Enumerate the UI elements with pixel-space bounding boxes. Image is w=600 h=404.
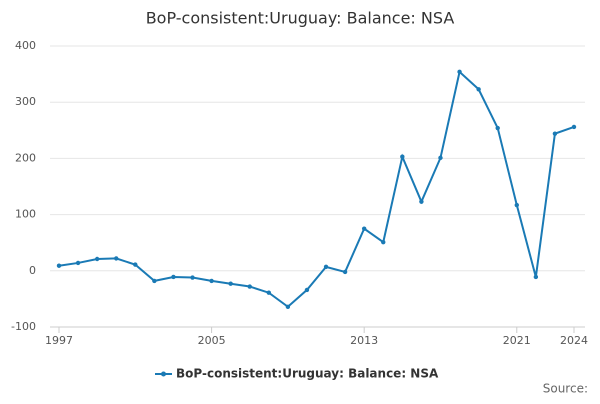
point — [571, 124, 577, 130]
point — [133, 262, 138, 267]
x-tick-label: 1997 — [45, 334, 73, 347]
point — [342, 269, 348, 275]
point — [438, 155, 443, 161]
point — [75, 260, 81, 266]
point — [190, 275, 195, 280]
point — [152, 278, 157, 284]
point — [94, 256, 100, 262]
chart-title: BoP-consistent:Uruguay: Balance: NSA — [146, 9, 455, 28]
point — [285, 304, 291, 309]
point — [400, 154, 405, 159]
x-tick-label: 2021 — [503, 334, 531, 347]
line — [58, 69, 575, 309]
y-tick-label: 100 — [15, 208, 36, 221]
y-tick-label: -100 — [11, 320, 36, 333]
y-tick-label: 0 — [29, 264, 36, 277]
legend-swatch-dot — [161, 371, 166, 377]
x-tick-label: 2024 — [560, 334, 588, 347]
point — [114, 256, 119, 261]
y-tick-label: 400 — [15, 39, 36, 52]
point — [228, 281, 233, 286]
point — [533, 274, 539, 280]
legend-label: BoP-consistent:Uruguay: Balance: NSA — [176, 367, 439, 381]
x-tick-label: 2005 — [198, 334, 226, 347]
point — [457, 69, 462, 75]
point — [552, 131, 558, 136]
point — [247, 284, 252, 289]
point — [514, 202, 519, 208]
point — [209, 278, 214, 284]
point — [323, 264, 329, 270]
point — [171, 274, 176, 280]
point — [419, 199, 424, 204]
point — [381, 239, 386, 245]
x-tick-label: 2013 — [350, 334, 378, 347]
point — [476, 87, 481, 92]
point — [266, 290, 272, 295]
point — [495, 125, 500, 131]
y-tick-label: 200 — [15, 151, 36, 164]
source: Source: — [543, 382, 588, 396]
point — [361, 226, 367, 231]
point — [56, 263, 62, 268]
y-tick-label: 300 — [15, 95, 36, 108]
point — [304, 287, 310, 293]
